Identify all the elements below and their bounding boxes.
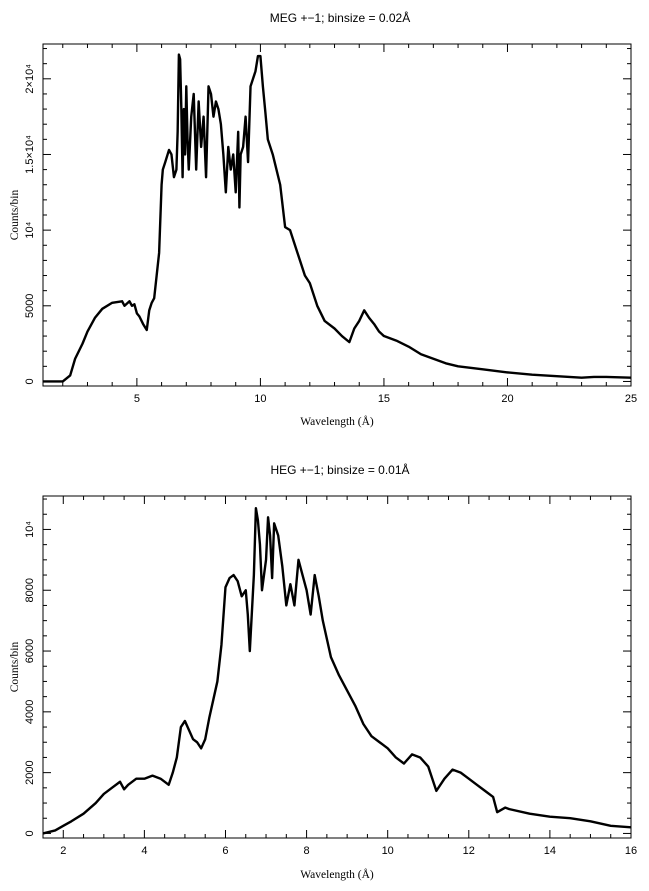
heg-chart-title: HEG +−1; binsize = 0.01Å: [270, 462, 409, 477]
meg-y-tick-label: 10⁴: [24, 221, 36, 238]
meg-x-tick-label: 5: [134, 393, 140, 405]
meg-y-tick-label: 0: [24, 378, 36, 384]
heg-x-tick-label: 10: [382, 845, 394, 857]
meg-x-tick-label: 20: [501, 393, 513, 405]
meg-y-axis-label: Counts/bin: [9, 190, 21, 241]
heg-panel: HEG +−1; binsize = 0.01Å 2 4 6 8 10 12 14 16 0 20…: [9, 462, 637, 881]
meg-x-axis-label: Wavelength (Å): [300, 414, 374, 428]
heg-y-tick-label: 8000: [24, 578, 36, 602]
meg-x-tick-label: 10: [254, 393, 266, 405]
heg-plot-frame: [43, 496, 631, 838]
meg-y-tick-label: 1.5×10⁴: [24, 135, 36, 174]
heg-x-tick-label: 2: [60, 845, 66, 857]
meg-chart-title: MEG +−1; binsize = 0.02Å: [270, 10, 410, 25]
heg-x-tick-label: 16: [625, 845, 637, 857]
heg-ticks: 2 4 6 8 10 12 14 16 0 2000 4000 6000 8000 10⁴: [24, 496, 637, 857]
heg-y-tick-label: 10⁴: [24, 521, 36, 538]
meg-x-tick-label: 15: [378, 393, 390, 405]
heg-y-axis-label: Counts/bin: [9, 642, 21, 693]
heg-x-tick-label: 8: [304, 845, 310, 857]
heg-spectrum-line: [43, 508, 631, 833]
heg-x-axis-label: Wavelength (Å): [300, 867, 374, 881]
heg-y-tick-label: 6000: [24, 639, 36, 663]
heg-y-tick-label: 0: [24, 830, 36, 836]
heg-y-tick-label: 4000: [24, 700, 36, 724]
meg-x-tick-label: 25: [625, 393, 637, 405]
heg-x-tick-label: 14: [544, 845, 556, 857]
meg-ticks: 5 10 15 20 25 0 5000 10⁴ 1.5×10⁴ 2×10⁴: [24, 44, 637, 405]
meg-spectrum-line: [43, 55, 631, 382]
heg-x-tick-label: 12: [463, 845, 475, 857]
meg-y-tick-label: 2×10⁴: [24, 64, 36, 94]
heg-x-tick-label: 4: [141, 845, 147, 857]
meg-panel: MEG +−1; binsize = 0.02Å 5 10 15 20 25 0 5000 1…: [9, 10, 637, 428]
heg-x-tick-label: 6: [222, 845, 228, 857]
meg-plot-frame: [43, 44, 631, 386]
meg-y-tick-label: 5000: [24, 294, 36, 318]
heg-y-tick-label: 2000: [24, 760, 36, 784]
